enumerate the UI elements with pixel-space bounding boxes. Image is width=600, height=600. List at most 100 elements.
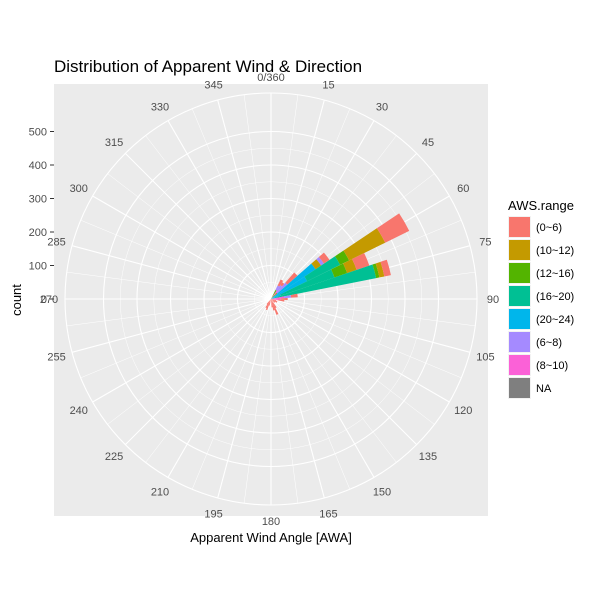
legend-title: AWS.range — [508, 198, 574, 213]
bar-segment — [276, 282, 288, 294]
bar-segment — [304, 256, 341, 282]
polar-grid — [64, 92, 478, 506]
grid-spoke — [80, 298, 272, 379]
grid-spoke — [270, 298, 462, 379]
angle-tick-label: 195 — [204, 508, 222, 520]
bar-segment — [274, 292, 278, 296]
angle-tick-label: 330 — [151, 102, 169, 114]
angle-tick-label: 270 — [40, 294, 58, 306]
y-tick-label: 400 — [29, 160, 47, 172]
legend-items: (0~6) (10~12) (12~16) (16~20) (20~24) (6~8) (8… — [508, 216, 574, 399]
angle-tick-label: 120 — [454, 405, 472, 417]
bar-segment — [280, 269, 335, 296]
angle-tick-label: 240 — [70, 405, 88, 417]
bar-segment — [316, 257, 324, 266]
grid-spoke — [191, 108, 272, 300]
bar-segment — [271, 298, 282, 300]
grid-spoke — [270, 120, 375, 300]
grid-spoke — [270, 135, 397, 300]
angle-tick-label: 15 — [322, 80, 334, 92]
angle-tick-label: 285 — [47, 237, 65, 249]
legend-label: (16~20) — [536, 291, 574, 303]
grid-spoke — [124, 152, 272, 300]
angle-tick-label: 135 — [419, 451, 437, 463]
angle-tick-label: 75 — [479, 237, 491, 249]
bar-segment — [280, 282, 285, 287]
bar-segment — [271, 299, 278, 303]
grid-spoke — [145, 298, 272, 463]
bar-segment — [271, 294, 281, 299]
bar-segment — [271, 295, 275, 299]
bar-segment — [265, 299, 271, 309]
bar-segment — [331, 263, 348, 278]
angle-tick-label: 45 — [422, 137, 434, 149]
bar-segment — [271, 299, 278, 301]
bar-segment — [271, 299, 279, 315]
bar-segment — [276, 285, 283, 292]
grid-spoke — [270, 298, 325, 499]
grid-spoke — [71, 298, 272, 353]
bar-segment — [352, 253, 370, 270]
grid-spoke — [270, 271, 476, 300]
angle-tick-label: 225 — [105, 451, 123, 463]
grid-spoke — [270, 298, 450, 403]
bar-segment — [285, 272, 298, 285]
angle-tick-label: 0/360 — [257, 72, 285, 84]
bar-segment — [277, 279, 284, 287]
angle-tick-label: 150 — [373, 486, 391, 498]
bar-segment — [311, 259, 322, 270]
legend-key — [509, 240, 530, 260]
legend-label: (12~16) — [536, 268, 574, 280]
bar-segment — [271, 296, 285, 299]
grid-spoke — [217, 298, 272, 499]
grid-spoke — [270, 298, 435, 425]
legend-key — [509, 355, 530, 375]
grid-spoke — [270, 298, 397, 463]
bar-segment — [271, 263, 316, 299]
legend-key — [509, 263, 530, 283]
grid-spoke — [270, 298, 476, 327]
grid-spoke — [145, 135, 272, 300]
bar-segment — [271, 299, 277, 309]
grid-spoke — [107, 173, 272, 300]
legend-key — [509, 332, 530, 352]
grid-spoke — [270, 99, 325, 300]
angle-tick-label: 30 — [376, 102, 388, 114]
x-axis-title: Apparent Wind Angle [AWA] — [190, 530, 352, 545]
grid-spoke — [80, 219, 272, 300]
legend-label: (0~6) — [536, 222, 562, 234]
y-tick-label: 100 — [29, 261, 47, 273]
bar-segment — [266, 299, 271, 305]
angle-tick-label: 60 — [457, 183, 469, 195]
bar-segment — [271, 299, 273, 308]
bar-segment — [335, 250, 350, 265]
grid-spoke — [71, 245, 272, 300]
grid-spoke — [191, 298, 272, 490]
y-tick-label: 0 — [41, 294, 47, 306]
grid-spoke — [167, 298, 272, 478]
angle-tick-label: 255 — [47, 351, 65, 363]
grid-spoke — [270, 108, 351, 300]
bars — [265, 213, 410, 315]
y-axis-title: count — [9, 284, 24, 316]
grid-spoke — [107, 298, 272, 425]
angle-tick-label: 90 — [487, 294, 499, 306]
bar-segment — [271, 299, 275, 311]
grid-spoke — [124, 298, 272, 446]
bar-segment — [271, 299, 276, 301]
radial-tick-labels: 0 100 200 300 400 500 — [29, 127, 54, 306]
legend-label: (6~8) — [536, 337, 562, 349]
grid-spoke — [270, 94, 299, 300]
grid-spoke — [167, 120, 272, 300]
angle-tick-label: 300 — [70, 183, 88, 195]
angle-tick-labels: 0/360 15 30 45 60 75 90 105 120 135 150 165 180 195 21… — [40, 72, 499, 528]
bar-segment — [318, 252, 330, 264]
legend-label: (20~24) — [536, 314, 574, 326]
grid-spoke — [270, 298, 299, 504]
y-tick-label: 300 — [29, 194, 47, 206]
y-tick-label: 200 — [29, 227, 47, 239]
grid-spoke — [270, 298, 375, 478]
angle-tick-label: 165 — [319, 508, 337, 520]
grid-spoke — [243, 298, 272, 504]
grid-spoke — [243, 94, 272, 300]
